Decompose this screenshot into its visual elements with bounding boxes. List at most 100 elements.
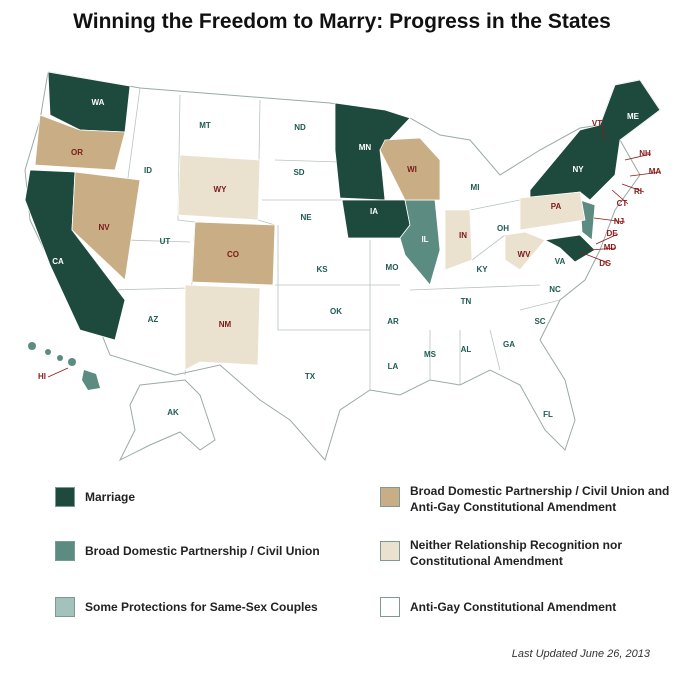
state-label: RI xyxy=(634,187,642,196)
state-label: TX xyxy=(305,372,316,381)
leader-line xyxy=(593,217,626,223)
leader-line xyxy=(579,251,612,265)
legend-swatch xyxy=(380,487,400,507)
state-label: ND xyxy=(294,123,306,132)
state-label: MD xyxy=(604,243,617,252)
state-label: WV xyxy=(518,250,532,259)
state-label: NH xyxy=(639,149,651,158)
state-shape xyxy=(334,102,411,201)
leader-line xyxy=(595,233,619,245)
legend-label: Neither Relationship Recognition nor Con… xyxy=(410,538,623,568)
state-label: AK xyxy=(167,408,179,417)
hawaii-island xyxy=(68,358,76,366)
state-label: LA xyxy=(388,362,399,371)
legend-label: Broad Domestic Partnership / Civil Union xyxy=(85,544,320,558)
hawaii-island xyxy=(45,349,51,355)
note: Last Updated June 26, 2013 xyxy=(511,648,650,660)
state-label: NE xyxy=(300,213,312,222)
state-label: MT xyxy=(199,121,211,130)
state-label: TN xyxy=(461,297,472,306)
state-label: HI xyxy=(38,372,46,381)
state-label: MO xyxy=(386,263,399,272)
state-shape xyxy=(71,171,141,281)
state-shape xyxy=(191,221,276,286)
state-label: VT xyxy=(592,119,602,128)
state-label: DE xyxy=(606,229,618,238)
state-label: PA xyxy=(551,202,562,211)
legend-label: Broad Domestic Partnership / Civil Union… xyxy=(410,484,670,514)
hawaii-island xyxy=(28,342,36,350)
leader-line xyxy=(621,183,645,193)
legend-label: Anti-Gay Constitutional Amendment xyxy=(410,600,617,614)
map: WA CA MN IA NY ME VT NH MA RI CT DE MD DC IL NJ HI OR NV CO… xyxy=(24,71,661,462)
hawaii-island xyxy=(57,355,63,361)
state-shape xyxy=(379,137,441,201)
state-shape xyxy=(444,209,473,271)
state-label: OK xyxy=(330,307,342,316)
state-label: WA xyxy=(92,98,105,107)
state-label: IA xyxy=(370,207,378,216)
title: Winning the Freedom to Marry: Progress i… xyxy=(73,10,611,33)
legend-swatch xyxy=(55,541,75,561)
state-label: CA xyxy=(52,257,64,266)
state-label: NJ xyxy=(614,217,624,226)
state-label: CT xyxy=(617,199,628,208)
state-label: ME xyxy=(627,112,640,121)
state-label: KY xyxy=(476,265,488,274)
state-label: IN xyxy=(459,231,467,240)
leader-line xyxy=(589,247,617,251)
state-label: AZ xyxy=(148,315,159,324)
legend-label: Marriage xyxy=(85,490,136,504)
state-label: OH xyxy=(497,224,509,233)
leader-line xyxy=(629,171,662,177)
state-label: KS xyxy=(316,265,328,274)
hawaii-island xyxy=(82,370,100,390)
state-label: SC xyxy=(534,317,545,326)
state-label: ID xyxy=(144,166,152,175)
state-label: FL xyxy=(543,410,553,419)
state-label: OR xyxy=(71,148,83,157)
state-label: DC xyxy=(599,259,611,268)
state-label: AR xyxy=(387,317,399,326)
leader-line xyxy=(602,123,605,141)
state-label: AL xyxy=(461,345,472,354)
state-shape xyxy=(543,234,596,263)
state-label: NY xyxy=(572,165,584,174)
state-labels: WA CA MN IA NY ME VT NH MA RI CT DE MD DC IL NJ HI OR NV CO… xyxy=(38,98,661,419)
state-label: IL xyxy=(421,235,428,244)
state-shapes xyxy=(24,71,661,462)
state-label: MN xyxy=(359,143,372,152)
state-shape xyxy=(519,191,586,231)
state-label: MA xyxy=(649,167,662,176)
leader-line xyxy=(611,189,629,205)
state-shape xyxy=(177,154,261,221)
state-label: GA xyxy=(503,340,515,349)
alaska xyxy=(118,379,216,462)
state-shape xyxy=(504,231,546,271)
state-label: MI xyxy=(471,183,480,192)
state-shape xyxy=(341,199,411,239)
state-shape xyxy=(579,199,596,241)
legend-swatch xyxy=(55,487,75,507)
state-label: CO xyxy=(227,250,239,259)
state-shape xyxy=(34,114,126,171)
leader-line xyxy=(47,367,69,378)
state-label: UT xyxy=(160,237,171,246)
state-label: WI xyxy=(407,165,417,174)
state-label: NC xyxy=(549,285,561,294)
legend-swatch xyxy=(380,597,400,617)
leader-line xyxy=(624,153,652,161)
state-label: NM xyxy=(219,320,232,329)
state-shape xyxy=(529,79,661,201)
state-label: MS xyxy=(424,350,437,359)
legend-swatch xyxy=(55,597,75,617)
state-shape xyxy=(399,199,441,286)
state-label: NV xyxy=(98,223,110,232)
state-shape xyxy=(184,284,261,371)
state-label: SD xyxy=(293,168,304,177)
legend-label: Some Protections for Same-Sex Couples xyxy=(85,600,318,614)
state-label: WY xyxy=(214,185,228,194)
state-label: VA xyxy=(555,257,566,266)
legend-swatch xyxy=(380,541,400,561)
